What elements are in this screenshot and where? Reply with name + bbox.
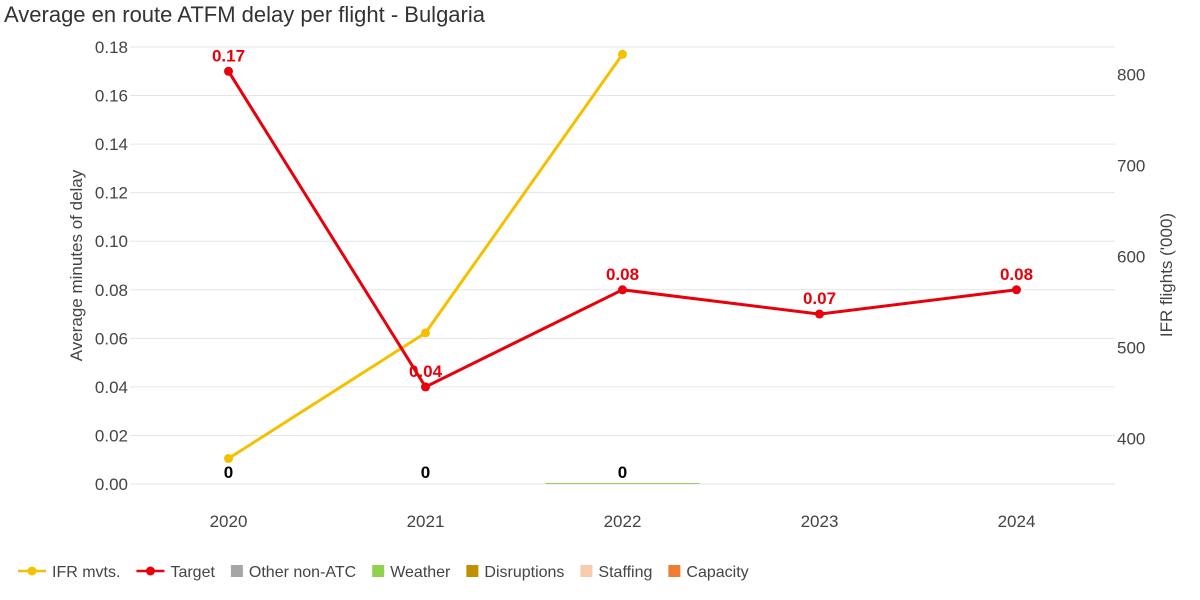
y-left-tick-label: 0.14 [95,135,128,154]
bar-total-label: 0 [224,463,233,482]
y-right-tick-label: 400 [1117,429,1145,448]
legend-marker-point [27,566,37,576]
y-left-tick-label: 0.16 [95,87,128,106]
legend-label-staffing: Staffing [598,564,652,581]
x-tick-label: 2020 [210,512,248,531]
data-label-target: 0.07 [803,289,836,308]
legend-label-ifr-mvts: IFR mvts. [52,564,120,581]
y-right-tick-label: 700 [1117,156,1145,175]
data-label-target: 0.08 [1000,265,1033,284]
point-target [618,285,627,295]
y-left-tick-label: 0.02 [95,426,128,445]
y-left-tick-label: 0.18 [95,38,128,57]
y-left-tick-label: 0.00 [95,475,128,494]
legend-marker-point [145,566,155,576]
legend-label-weather: Weather [390,564,451,581]
data-label-target: 0.17 [212,46,245,65]
legend-marker-box [466,565,479,577]
x-tick-label: 2024 [998,512,1036,531]
y-right-axis-title: IFR flights ('000) [1157,213,1176,337]
x-tick-label: 2023 [801,512,839,531]
legend-marker-box [580,565,593,577]
x-tick-label: 2022 [604,512,642,531]
x-tick-label: 2021 [407,512,445,531]
bar-total-label: 0 [618,463,627,482]
point-target [421,382,430,392]
y-right-tick-label: 800 [1117,65,1145,84]
legend-marker-box [668,565,681,577]
series-line-target [227,70,1017,389]
y-left-tick-label: 0.10 [95,232,128,251]
y-left-tick-label: 0.06 [95,329,128,348]
point-target [815,309,824,319]
series-line-ifr-mvts [227,53,624,460]
point-ifr-mvts [224,454,233,464]
legend-label-target: Target [170,564,215,581]
point-target [1012,285,1021,295]
y-left-tick-label: 0.12 [95,184,128,203]
data-label-target: 0.08 [606,265,639,284]
point-ifr-mvts [421,328,430,338]
legend-label-disruptions: Disruptions [484,564,564,581]
point-ifr-mvts [618,49,627,59]
y-right-tick-label: 500 [1117,338,1145,357]
legend-marker-box [230,565,243,577]
data-label-target: 0.04 [409,362,443,381]
bar-total-label: 0 [421,463,430,482]
legend-label-other-non-atc: Other non-ATC [249,564,356,581]
y-left-axis-title: Average minutes of delay [67,169,86,361]
y-right-tick-label: 600 [1117,247,1145,266]
legend-label-capacity: Capacity [686,564,748,581]
y-left-tick-label: 0.04 [95,378,128,397]
point-target [224,66,233,76]
y-left-tick-label: 0.08 [95,281,128,300]
chart-title: Average en route ATFM delay per flight -… [4,2,485,27]
legend-marker-box [372,565,385,577]
